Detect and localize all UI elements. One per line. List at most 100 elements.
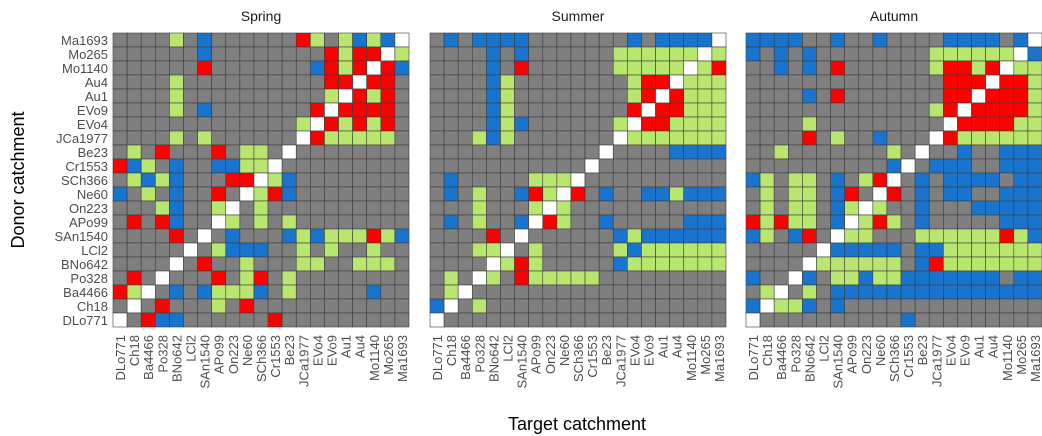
cell bbox=[394, 46, 410, 62]
cell bbox=[366, 144, 382, 160]
cell bbox=[802, 74, 817, 90]
cell bbox=[239, 158, 255, 174]
cell bbox=[641, 102, 656, 118]
cell bbox=[697, 116, 713, 132]
cell bbox=[886, 172, 902, 188]
cell bbox=[612, 214, 628, 230]
cell bbox=[830, 144, 845, 160]
cell bbox=[711, 312, 727, 328]
cell bbox=[802, 256, 817, 272]
cell bbox=[598, 284, 614, 300]
y-tick-label: Cr1553 bbox=[65, 159, 108, 174]
cell bbox=[584, 228, 600, 244]
cell bbox=[352, 116, 368, 132]
cell bbox=[669, 46, 685, 62]
cell bbox=[267, 200, 283, 216]
y-tick-label: Au4 bbox=[85, 75, 108, 90]
cell bbox=[999, 172, 1015, 188]
cell bbox=[669, 214, 685, 230]
cell bbox=[641, 228, 656, 244]
cell bbox=[528, 46, 544, 62]
cell bbox=[830, 186, 845, 202]
cell bbox=[1013, 200, 1029, 216]
x-tick-label: Ne60 bbox=[557, 335, 572, 366]
cell bbox=[928, 298, 944, 314]
cell bbox=[140, 158, 156, 174]
cell bbox=[985, 284, 1001, 300]
cell bbox=[556, 214, 572, 230]
cell bbox=[239, 46, 255, 62]
cell bbox=[457, 228, 473, 244]
cell bbox=[787, 242, 803, 258]
cell bbox=[584, 200, 600, 216]
cell bbox=[858, 116, 874, 132]
cell bbox=[773, 298, 789, 314]
cell bbox=[281, 74, 297, 90]
cell bbox=[872, 242, 888, 258]
cell bbox=[239, 130, 255, 146]
cell bbox=[669, 228, 685, 244]
cell bbox=[281, 32, 297, 48]
cell bbox=[239, 88, 255, 104]
cell bbox=[324, 46, 339, 62]
cell bbox=[943, 158, 958, 174]
cell bbox=[281, 298, 297, 314]
cell bbox=[253, 200, 269, 216]
cell bbox=[126, 214, 142, 230]
cell bbox=[528, 144, 544, 160]
cell bbox=[773, 102, 789, 118]
cell bbox=[352, 256, 368, 272]
cell bbox=[1027, 88, 1042, 104]
cell bbox=[253, 102, 269, 118]
cell bbox=[697, 200, 713, 216]
cell bbox=[830, 32, 845, 48]
cell bbox=[140, 144, 156, 160]
cell bbox=[971, 158, 986, 174]
cell bbox=[641, 130, 656, 146]
cell bbox=[366, 284, 382, 300]
cell bbox=[429, 270, 445, 286]
x-tick-label: Cr1553 bbox=[901, 335, 916, 378]
cell bbox=[858, 256, 874, 272]
cell bbox=[267, 32, 283, 48]
cell bbox=[295, 60, 311, 76]
cell bbox=[197, 46, 212, 62]
cell bbox=[542, 102, 558, 118]
cell bbox=[570, 298, 586, 314]
cell bbox=[773, 228, 789, 244]
cell bbox=[514, 172, 529, 188]
cell bbox=[556, 186, 572, 202]
cell bbox=[267, 298, 283, 314]
cell bbox=[281, 102, 297, 118]
cell bbox=[500, 32, 515, 48]
y-axis-title: Donor catchment bbox=[8, 111, 28, 248]
cell bbox=[486, 312, 501, 328]
cell bbox=[985, 74, 1001, 90]
cell bbox=[338, 214, 353, 230]
cell bbox=[281, 186, 297, 202]
cell bbox=[211, 74, 227, 90]
cell bbox=[500, 270, 515, 286]
cell bbox=[914, 158, 930, 174]
x-tick-label: APo99 bbox=[529, 335, 544, 374]
cell bbox=[253, 74, 269, 90]
cell bbox=[858, 228, 874, 244]
cell bbox=[394, 74, 410, 90]
cell bbox=[366, 74, 382, 90]
cell bbox=[886, 214, 902, 230]
cell bbox=[140, 102, 156, 118]
cell bbox=[394, 88, 410, 104]
cell bbox=[429, 256, 445, 272]
cell bbox=[295, 46, 311, 62]
cell bbox=[745, 130, 761, 146]
cell bbox=[872, 88, 888, 104]
cell bbox=[759, 60, 775, 76]
cell bbox=[745, 284, 761, 300]
cell bbox=[598, 116, 614, 132]
cell bbox=[338, 60, 353, 76]
cell bbox=[759, 46, 775, 62]
cell bbox=[802, 186, 817, 202]
cell bbox=[655, 60, 670, 76]
cell bbox=[225, 74, 241, 90]
cell bbox=[1027, 116, 1042, 132]
